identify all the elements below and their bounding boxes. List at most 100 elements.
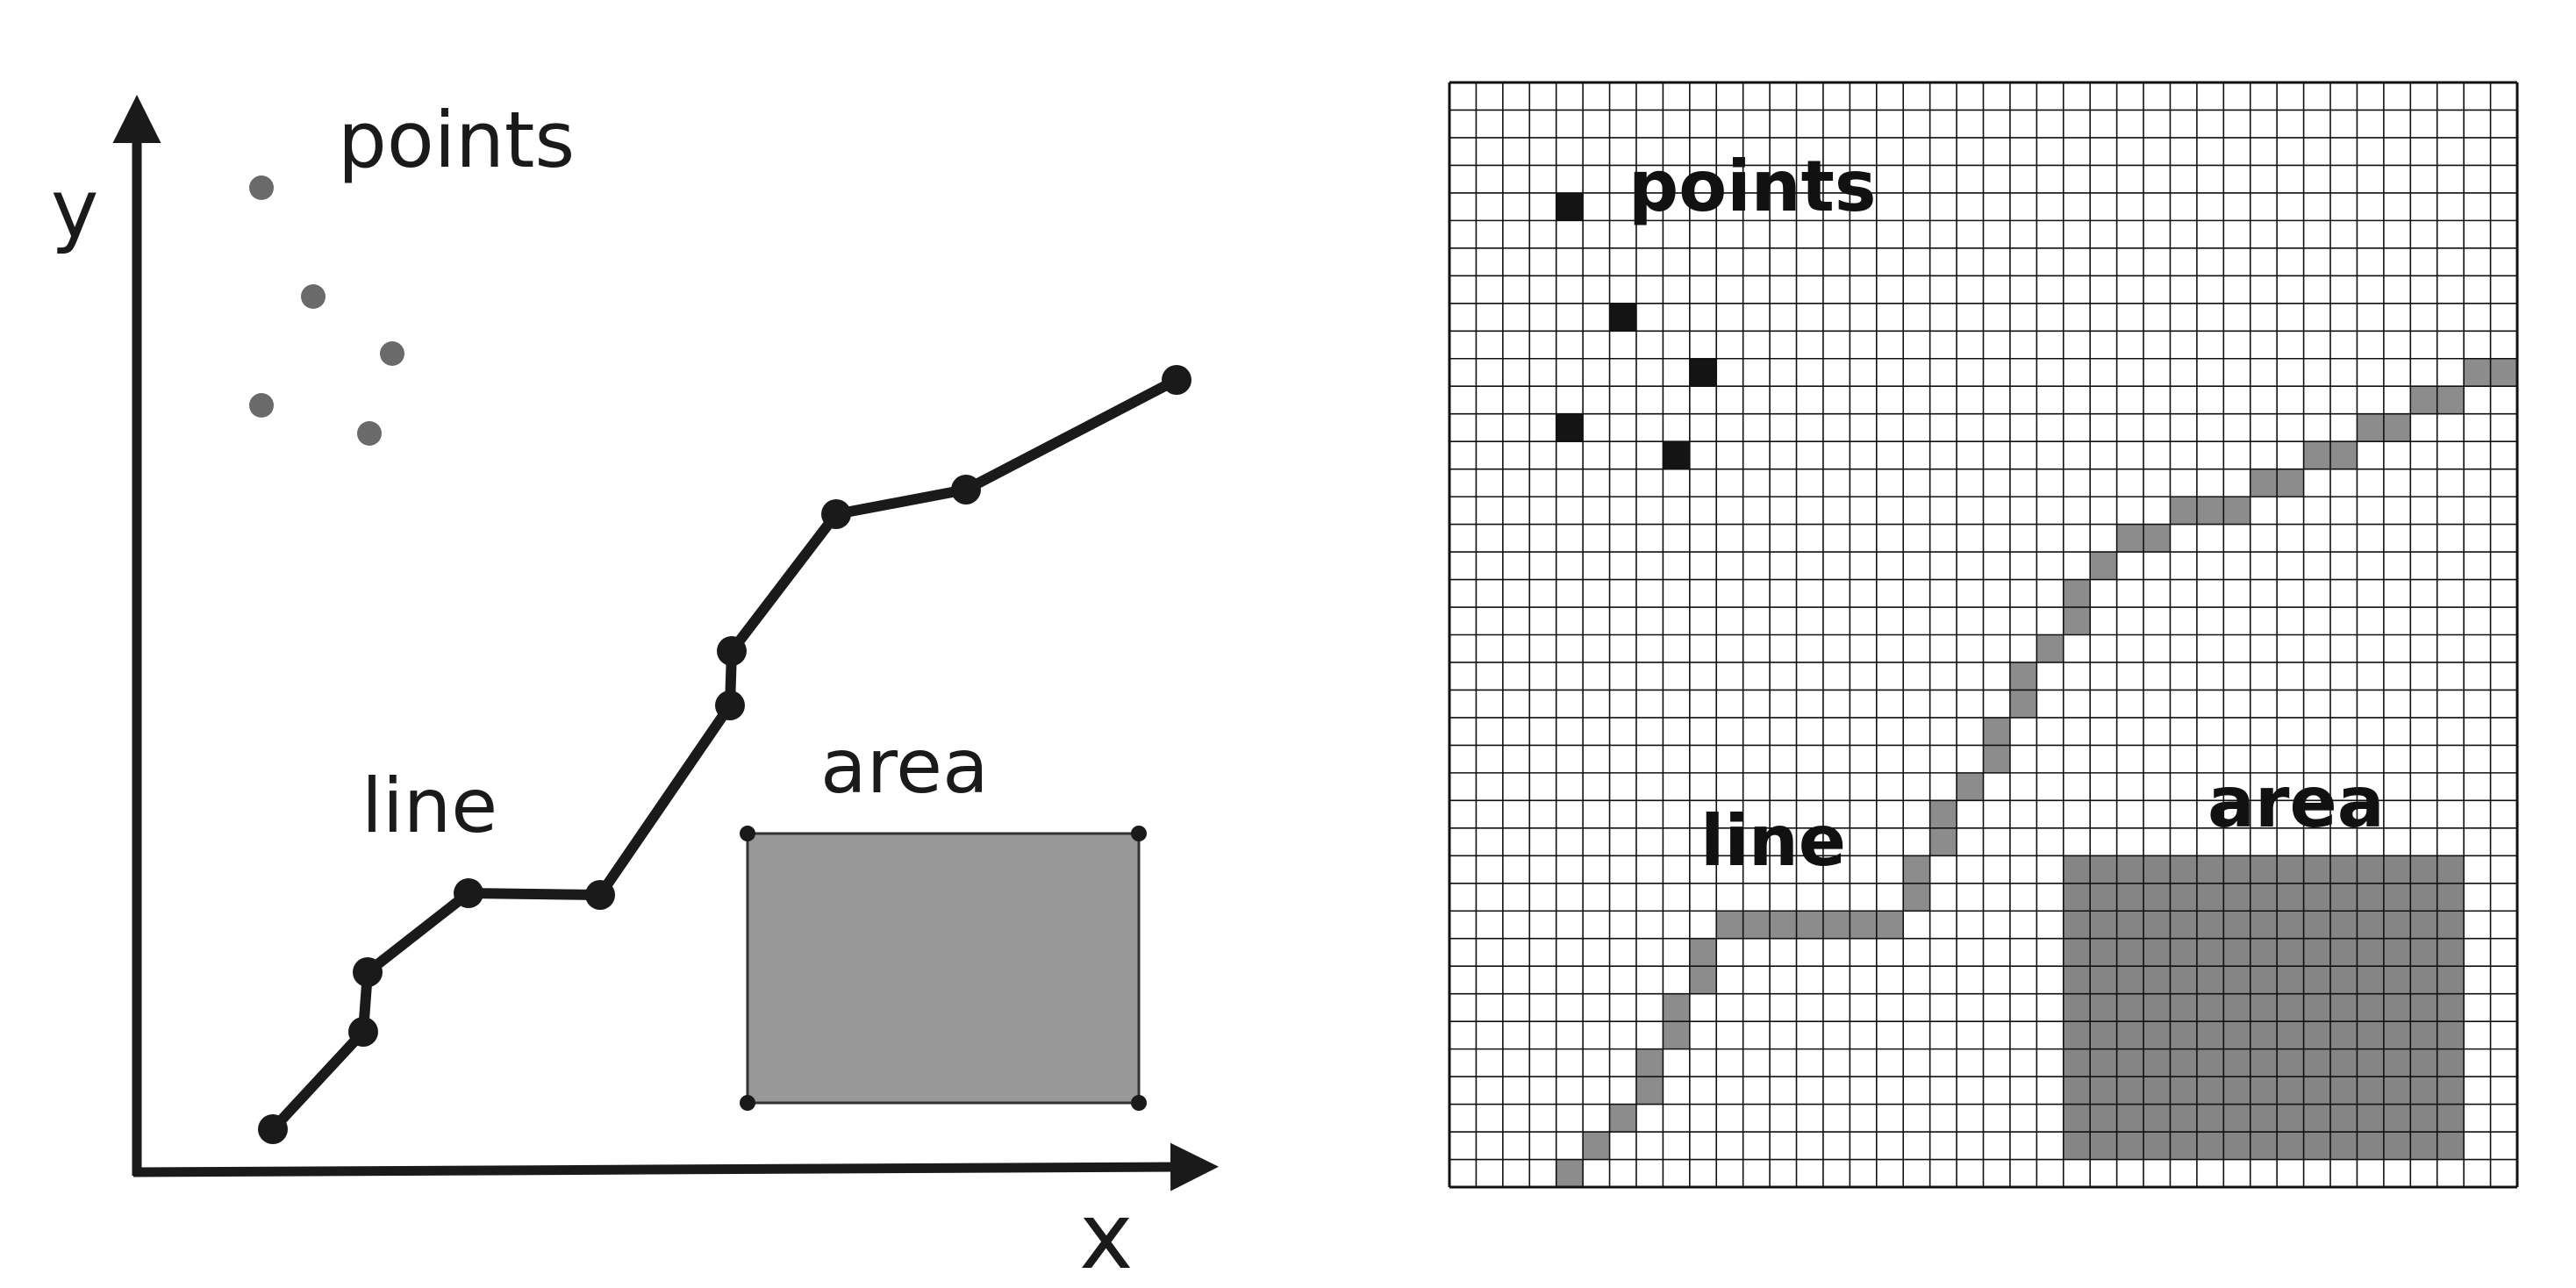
raster-line-cell [1796, 911, 1823, 939]
raster-area-cell [2063, 993, 2091, 1022]
raster-area-cell [2170, 911, 2197, 939]
raster-area-cell [2143, 1132, 2171, 1160]
raster-area-cell [2196, 1021, 2224, 1049]
raster-area-cell [2116, 911, 2144, 939]
raster-line-cell [1929, 827, 1957, 856]
raster-line-cell [2357, 413, 2384, 442]
area-corner [740, 826, 755, 841]
raster-area-cell [2143, 966, 2171, 994]
line-vertex [717, 636, 747, 666]
raster-area-cell [2143, 938, 2171, 967]
raster-line-cell [2464, 358, 2491, 387]
raster-area-cell [2250, 911, 2278, 939]
raster-area-cell [2116, 938, 2144, 967]
raster-area-cell [2196, 855, 2224, 884]
raster-area-cell [2116, 1132, 2144, 1160]
raster-line-cell [1903, 883, 1930, 912]
raster-area-cell [2063, 911, 2091, 939]
raster-area-cell [2357, 966, 2384, 994]
y-axis-label: y [51, 162, 98, 256]
raster-area-cell [2223, 911, 2250, 939]
raster-area-cell [2170, 993, 2197, 1022]
raster-area-cell [2383, 966, 2411, 994]
raster-area-cell [2090, 883, 2117, 912]
vector-point [249, 393, 274, 418]
raster-area-cell [2196, 1048, 2224, 1077]
raster-area-cell [2357, 1132, 2384, 1160]
raster-area-cell [2170, 1077, 2197, 1105]
raster-area-cell [2383, 911, 2411, 939]
raster-line-cell [2277, 469, 2304, 497]
raster-area-cell [2090, 911, 2117, 939]
raster-area-cell [2223, 966, 2250, 994]
raster-line-cell [2009, 662, 2037, 691]
raster-area-cell [2250, 1048, 2278, 1077]
raster-line-cell [1663, 1021, 1690, 1049]
raster-area-cell [2277, 1077, 2304, 1105]
raster-area-cell [2357, 1021, 2384, 1049]
raster-line-cell [1583, 1132, 1610, 1160]
raster-area-cell [2196, 993, 2224, 1022]
line-vertex [348, 1017, 378, 1047]
raster-area-cell [2250, 938, 2278, 967]
raster-area-cell [2063, 855, 2091, 884]
raster-line-cell [1663, 993, 1690, 1022]
raster-line-cell [1635, 1077, 1664, 1105]
raster-area-cell [2170, 883, 2197, 912]
raster-line-cell [1556, 1159, 1584, 1187]
raster-area-cell [2357, 1077, 2384, 1105]
raster-line-cell [1850, 911, 1877, 939]
raster-area-cell [2330, 966, 2358, 994]
raster-line-cell [2063, 579, 2091, 608]
raster-line-cell [2143, 524, 2171, 553]
raster-area-cell [2196, 911, 2224, 939]
raster-area-cell [2250, 1077, 2278, 1105]
raster-area-cell [2063, 1104, 2091, 1133]
raster-line-cell [1770, 911, 1797, 939]
raster-area-cell [2250, 883, 2278, 912]
raster-area-cell [2116, 1048, 2144, 1077]
raster-area-cell [2277, 855, 2304, 884]
raster-area-cell [2170, 1104, 2197, 1133]
raster-area-cell [2436, 1021, 2465, 1049]
raster-area-cell [2063, 1132, 2091, 1160]
raster-area-cell [2330, 883, 2358, 912]
raster-area-cell [2223, 1077, 2250, 1105]
raster-line-cell [1609, 1104, 1636, 1133]
raster-area-cell [2357, 1104, 2384, 1133]
raster-area-cell [2383, 855, 2411, 884]
vector-line-label: line [361, 762, 497, 850]
raster-area-cell [2143, 1021, 2171, 1049]
raster-area-cell [2383, 993, 2411, 1022]
raster-area-cell [2383, 883, 2411, 912]
raster-area-cell [2223, 938, 2250, 967]
raster-area-cell [2330, 993, 2358, 1022]
raster-area-cell [2170, 855, 2197, 884]
raster-area-cell [2436, 1077, 2465, 1105]
raster-area-cell [2277, 966, 2304, 994]
line-vertex [454, 878, 483, 908]
area-corner [1131, 1095, 1147, 1111]
raster-area-cell [2090, 1021, 2117, 1049]
raster-area-cell [2303, 1021, 2331, 1049]
raster-area-cell [2303, 966, 2331, 994]
raster-area-cell [2143, 1104, 2171, 1133]
raster-area-cell [2303, 1132, 2331, 1160]
raster-area-cell [2303, 1077, 2331, 1105]
raster-area-cell [2330, 1048, 2358, 1077]
raster-area-cell [2436, 1132, 2465, 1160]
x-axis-label: x [1079, 1183, 1134, 1288]
raster-points-label: points [1628, 146, 1876, 227]
raster-area-cell [2250, 966, 2278, 994]
raster-area-cell [2116, 883, 2144, 912]
raster-area-cell [2063, 1077, 2091, 1105]
raster-area-cell [2090, 1077, 2117, 1105]
raster-line-cell [2436, 386, 2465, 414]
raster-line-cell [1876, 911, 1904, 939]
raster-area-cell [2090, 938, 2117, 967]
raster-line-cell [1983, 745, 2010, 773]
raster-area-cell [2116, 966, 2144, 994]
raster-line-cell [1929, 800, 1957, 828]
raster-area-cell [2223, 883, 2250, 912]
raster-area-cell [2410, 1021, 2437, 1049]
